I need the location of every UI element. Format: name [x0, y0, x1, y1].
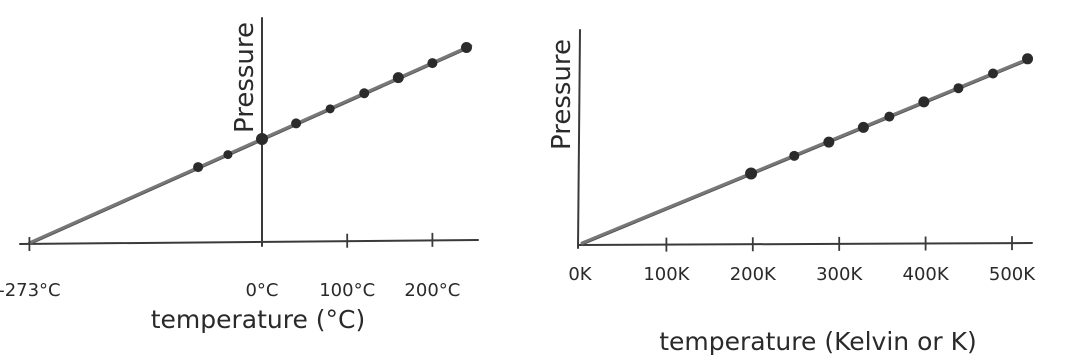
y-axis-label: Pressure — [547, 39, 577, 150]
x-ticks — [28, 232, 434, 251]
trend-line-edge — [581, 59, 1032, 246]
trend-line — [580, 56, 1033, 245]
data-point — [857, 121, 869, 133]
celsius-chart: -273°C 0°C 100°C 200°C Pressure temperature… — [0, 17, 479, 334]
data-point — [789, 150, 800, 161]
kelvin-chart: 0K 100K 200K 300K 400K 500K Pressure temperat… — [547, 29, 1036, 356]
data-point — [427, 58, 438, 69]
x-tick-label: 100K — [643, 264, 690, 285]
data-point — [823, 136, 835, 148]
data-point — [745, 167, 758, 180]
x-axis-label: temperature (°C) — [151, 305, 366, 334]
data-points — [745, 53, 1034, 180]
data-point — [460, 41, 472, 53]
x-axis — [19, 239, 479, 245]
data-point — [392, 72, 404, 84]
data-point — [918, 96, 930, 108]
x-axis — [577, 242, 1033, 246]
x-tick-labels: 0K 100K 200K 300K 400K 500K — [568, 264, 1036, 285]
x-tick-label: 200K — [730, 264, 777, 285]
x-tick-label: 200°C — [404, 280, 460, 301]
data-point — [359, 88, 370, 99]
x-tick-label: 0°C — [245, 280, 278, 301]
data-points — [193, 41, 472, 173]
x-tick-label: 300K — [816, 264, 863, 285]
x-tick-label: 500K — [989, 264, 1036, 285]
y-axis — [577, 29, 581, 249]
x-tick-label: -273°C — [0, 280, 61, 301]
x-tick-labels: -273°C 0°C 100°C 200°C — [0, 280, 460, 301]
data-point — [884, 111, 895, 122]
data-point — [256, 133, 268, 145]
x-tick-label: 0K — [568, 264, 592, 285]
data-point — [953, 83, 964, 94]
data-point — [325, 104, 335, 114]
x-tick-label: 400K — [903, 264, 950, 285]
x-tick-label: 100°C — [319, 280, 375, 301]
data-point — [987, 68, 998, 79]
x-ticks — [665, 236, 1013, 252]
data-point — [1022, 53, 1034, 65]
data-point — [193, 162, 204, 173]
x-axis-label: temperature (Kelvin or K) — [659, 327, 977, 356]
y-axis-label: Pressure — [230, 22, 260, 133]
data-point — [223, 150, 233, 160]
data-point — [291, 118, 302, 129]
